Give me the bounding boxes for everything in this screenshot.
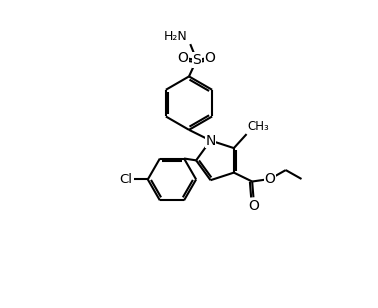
Text: O: O — [248, 199, 259, 213]
Text: O: O — [204, 51, 215, 65]
Text: Cl: Cl — [119, 173, 133, 186]
Text: H₂N: H₂N — [163, 30, 187, 43]
Text: N: N — [205, 134, 216, 148]
Text: O: O — [265, 172, 276, 186]
Text: S: S — [192, 53, 201, 67]
Text: O: O — [177, 51, 188, 65]
Text: CH₃: CH₃ — [248, 120, 270, 133]
